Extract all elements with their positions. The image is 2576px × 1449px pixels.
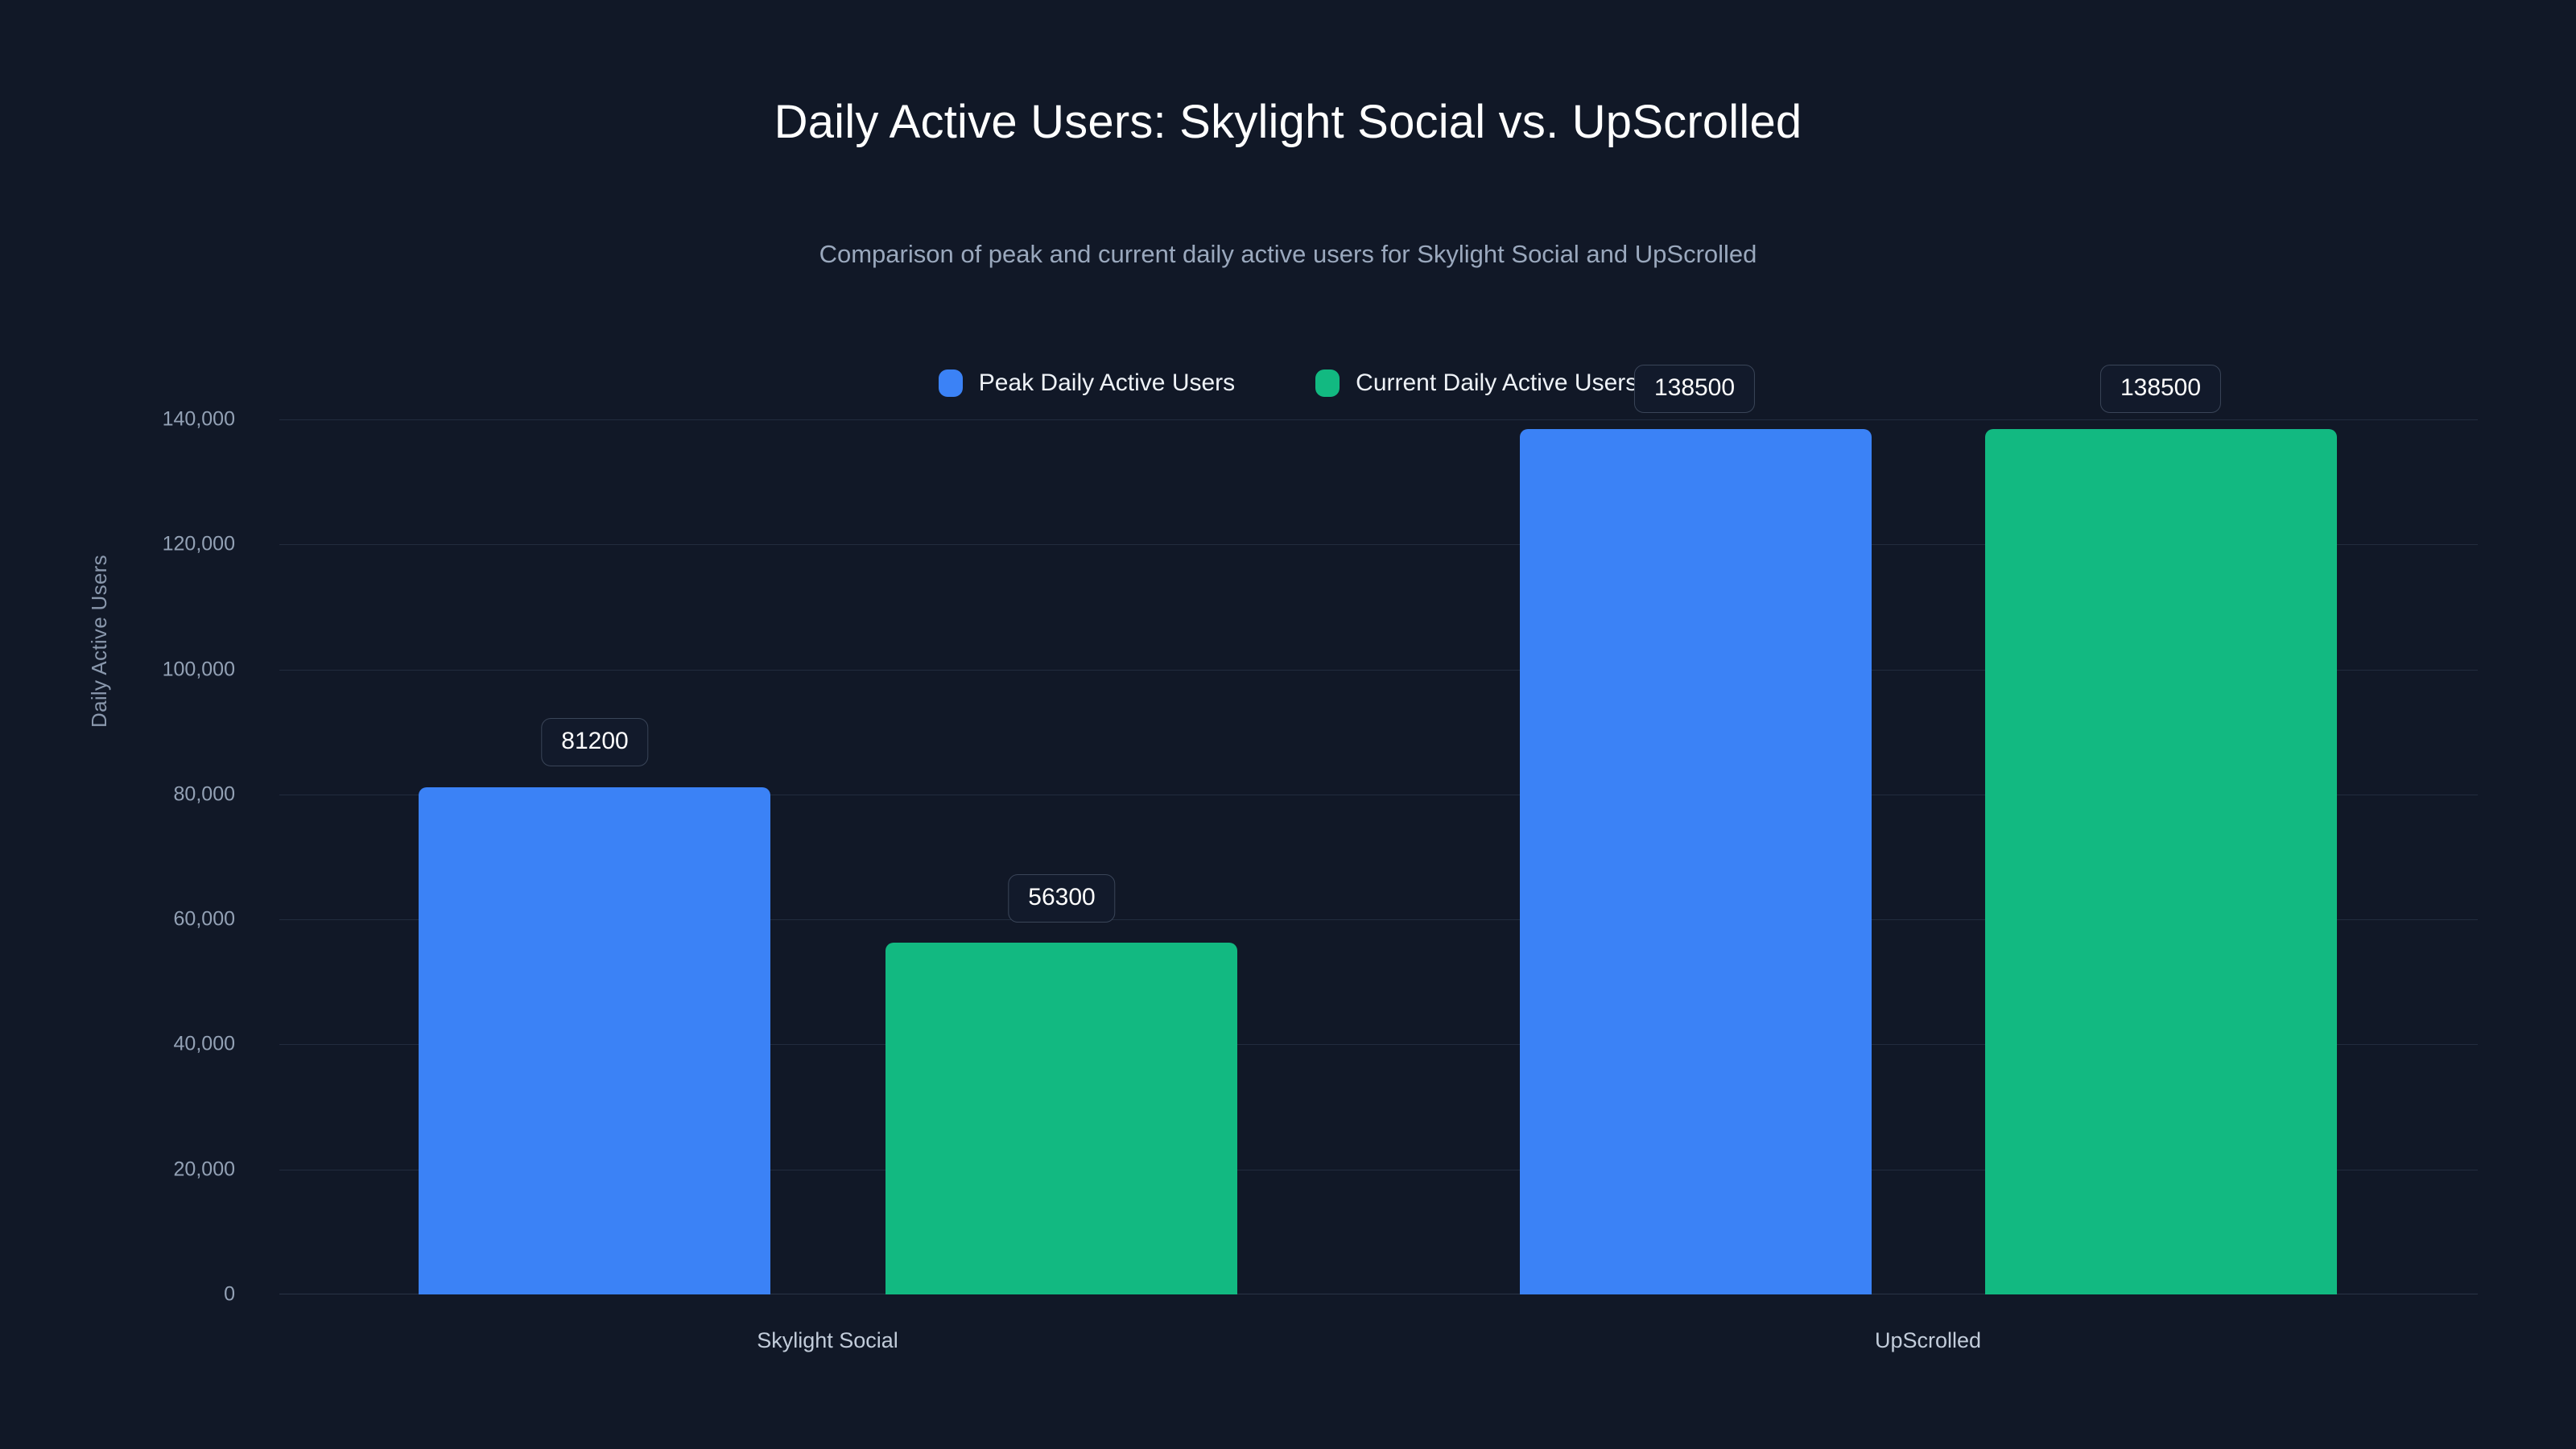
legend-label-current: Current Daily Active Users (1356, 369, 1638, 396)
bar-skylight-social-peak[interactable] (419, 786, 770, 1294)
data-label-upscrolled-peak: 138500 (1633, 365, 1756, 413)
y-tick-60000: 60,000 (173, 907, 235, 931)
y-tick-20000: 20,000 (173, 1158, 235, 1181)
y-tick-120000: 120,000 (162, 532, 235, 555)
y-tick-0: 0 (224, 1282, 235, 1306)
gridline-40000 (279, 1044, 2478, 1045)
x-axis-label-upscrolled: UpScrolled (1874, 1328, 1982, 1352)
y-tick-140000: 140,000 (162, 407, 235, 431)
x-axis-label-skylight-social: Skylight Social (757, 1328, 898, 1352)
gridline-100000 (279, 670, 2478, 671)
bar-skylight-social-current[interactable] (886, 942, 1237, 1294)
legend-item-peak-daily-active-users[interactable]: Peak Daily Active Users (938, 369, 1236, 397)
y-tick-100000: 100,000 (162, 658, 235, 681)
bar-upscrolled-current[interactable] (1985, 428, 2337, 1294)
data-label-skylight-social-peak: 81200 (541, 718, 649, 766)
gridline-140000 (279, 419, 2478, 420)
chart-legend: Peak Daily Active Users Current Daily Ac… (0, 369, 2576, 397)
chart-title: Daily Active Users: Skylight Social vs. … (774, 96, 1802, 148)
y-tick-80000: 80,000 (173, 782, 235, 806)
legend-swatch-icon-current (1315, 369, 1340, 397)
bar-upscrolled-peak[interactable] (1520, 428, 1872, 1294)
y-axis-tick-labels: 140,000 120,000 100,000 80,000 60,000 40… (0, 408, 258, 1306)
chart-subtitle: Comparison of peak and current daily act… (819, 240, 1757, 268)
legend-item-current-daily-active-users[interactable]: Current Daily Active Users (1315, 369, 1637, 397)
legend-label-peak: Peak Daily Active Users (978, 369, 1236, 396)
data-label-upscrolled-current: 138500 (2099, 365, 2222, 413)
data-label-skylight-social-current: 56300 (1008, 874, 1116, 923)
plot-area (279, 419, 2478, 1294)
gridline-120000 (279, 544, 2478, 545)
y-tick-40000: 40,000 (173, 1032, 235, 1055)
legend-swatch-icon-peak (938, 369, 963, 397)
gridline-60000 (279, 919, 2478, 920)
